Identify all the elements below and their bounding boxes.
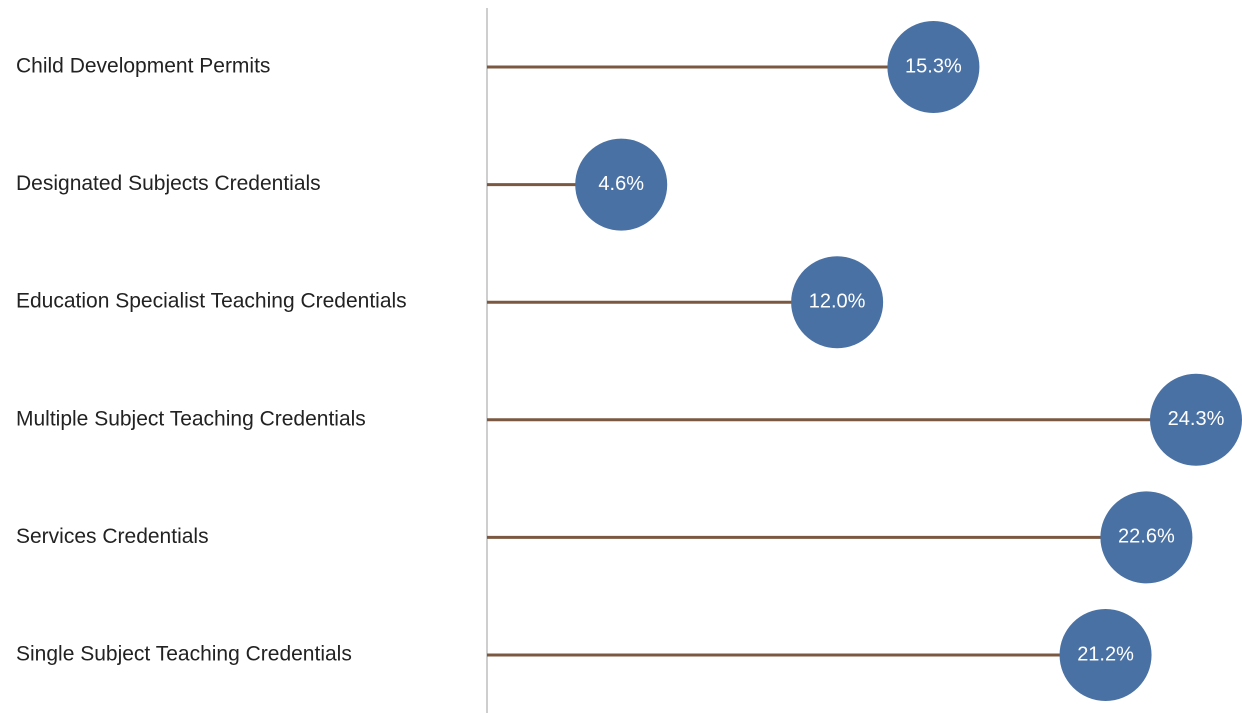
dot xyxy=(1150,373,1242,466)
value-label: 15.3% xyxy=(905,55,962,77)
dot xyxy=(1100,491,1193,584)
category-label: Child Development Permits xyxy=(16,55,270,78)
category-label: Single Subject Teaching Credentials xyxy=(16,643,352,666)
value-label: 12.0% xyxy=(809,290,866,312)
category-label: Services Credentials xyxy=(16,525,209,548)
dot xyxy=(887,21,980,113)
value-label: 21.2% xyxy=(1077,643,1134,665)
category-label: Education Specialist Teaching Credential… xyxy=(16,290,407,313)
category-label: Designated Subjects Credentials xyxy=(16,172,321,195)
value-label: 24.3% xyxy=(1168,408,1225,430)
category-label: Multiple Subject Teaching Credentials xyxy=(16,407,366,430)
value-label: 22.6% xyxy=(1118,526,1175,548)
dot xyxy=(791,256,884,349)
value-label: 4.6% xyxy=(598,173,644,195)
dot xyxy=(1059,609,1152,701)
dot xyxy=(575,138,668,231)
